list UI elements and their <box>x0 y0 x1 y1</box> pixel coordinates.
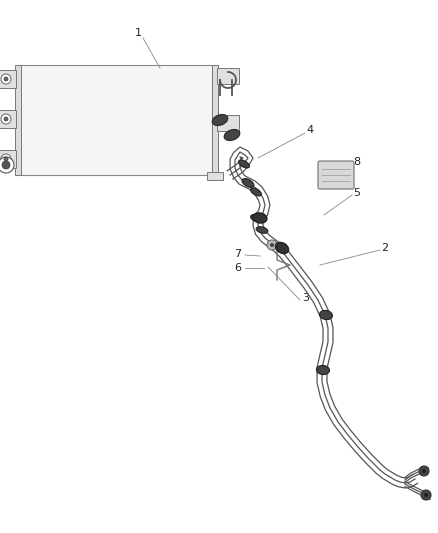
FancyBboxPatch shape <box>318 161 354 189</box>
Ellipse shape <box>224 130 240 140</box>
Bar <box>18 65 215 175</box>
Text: 1: 1 <box>134 28 141 38</box>
Ellipse shape <box>239 160 249 168</box>
Circle shape <box>4 157 8 161</box>
Ellipse shape <box>251 214 263 222</box>
Text: 2: 2 <box>381 243 389 253</box>
Circle shape <box>4 77 8 81</box>
Ellipse shape <box>251 188 261 196</box>
Circle shape <box>421 490 431 500</box>
Bar <box>0 70 16 88</box>
Circle shape <box>419 466 429 476</box>
Bar <box>212 65 218 175</box>
Text: 6: 6 <box>234 263 241 273</box>
Text: 8: 8 <box>353 157 360 167</box>
Circle shape <box>270 243 274 247</box>
Circle shape <box>267 240 277 250</box>
Text: 7: 7 <box>234 249 242 259</box>
Ellipse shape <box>320 310 332 320</box>
Ellipse shape <box>317 366 329 375</box>
Circle shape <box>1 114 11 124</box>
Ellipse shape <box>276 243 289 254</box>
Bar <box>0 150 16 168</box>
Ellipse shape <box>253 213 267 223</box>
Ellipse shape <box>212 115 228 125</box>
Text: 3: 3 <box>303 293 310 303</box>
Circle shape <box>422 469 426 473</box>
Bar <box>207 172 223 180</box>
Circle shape <box>0 157 14 173</box>
Circle shape <box>1 154 11 164</box>
Circle shape <box>424 493 428 497</box>
Circle shape <box>2 161 10 169</box>
Bar <box>217 115 239 131</box>
Ellipse shape <box>242 179 254 188</box>
Circle shape <box>4 117 8 121</box>
Circle shape <box>1 74 11 84</box>
Text: 5: 5 <box>353 188 360 198</box>
Ellipse shape <box>256 227 268 233</box>
Bar <box>0 110 16 128</box>
Bar <box>217 68 239 84</box>
Text: 4: 4 <box>307 125 314 135</box>
Bar <box>15 65 21 175</box>
